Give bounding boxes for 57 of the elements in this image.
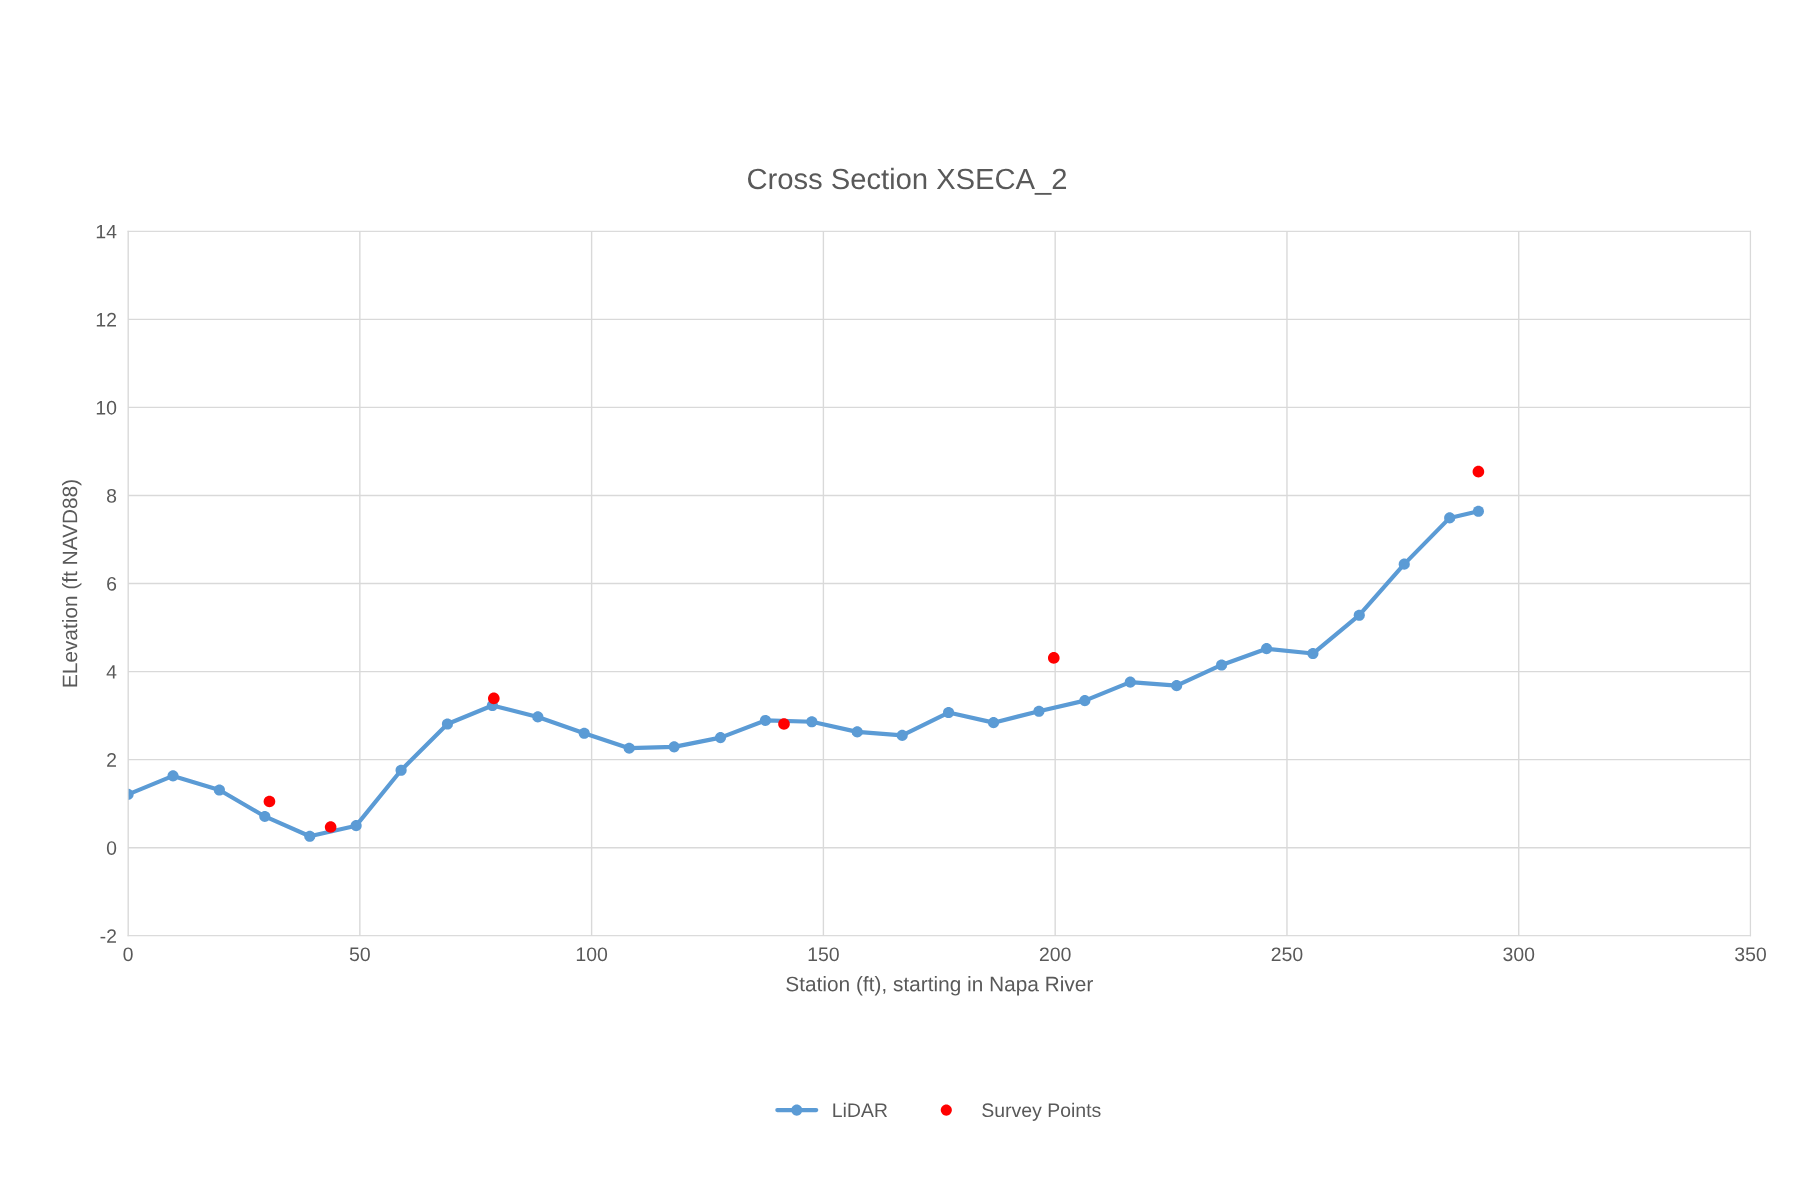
point (987, 717, 1000, 729)
point (488, 692, 500, 705)
point (1216, 659, 1228, 671)
y-axis-title: ELevation (ft NAVD88) (62, 480, 82, 687)
x-tick-label: 0 (123, 947, 133, 962)
point (759, 714, 772, 726)
point (851, 726, 863, 738)
point (395, 764, 407, 776)
point (532, 711, 544, 723)
x-axis-title: Station (ft), starting in Napa River (786, 976, 1093, 996)
point (623, 742, 635, 754)
point (1307, 647, 1319, 660)
point (304, 830, 316, 842)
point (896, 729, 908, 741)
x-tick-label: 50 (349, 947, 370, 962)
y-tick-label: 0 (106, 841, 117, 855)
y-tick-label: -2 (100, 929, 116, 943)
point (441, 718, 454, 730)
point (1444, 512, 1456, 524)
point (213, 784, 225, 796)
x-tick-label: 200 (1039, 947, 1071, 962)
point (1261, 643, 1273, 655)
legend-label: LiDAR (833, 1102, 888, 1117)
point (578, 727, 590, 739)
point (259, 810, 271, 822)
y-tick-label: 8 (106, 488, 117, 503)
point (1047, 652, 1060, 664)
point (943, 706, 955, 719)
y-tick-label: 12 (96, 312, 116, 327)
point (806, 716, 818, 728)
x-tick-label: 350 (1735, 947, 1766, 962)
point (324, 821, 337, 833)
y-tick-label: 4 (106, 665, 117, 679)
point (1353, 609, 1365, 621)
y-tick-label: 10 (96, 400, 117, 415)
x-tick-label: 150 (808, 947, 839, 962)
y-tick-label: 14 (96, 224, 117, 239)
point (1124, 676, 1136, 688)
point (1171, 680, 1183, 692)
point (1079, 695, 1091, 707)
y-tick-label: 6 (107, 576, 117, 591)
point (350, 820, 362, 832)
point (1398, 558, 1410, 570)
x-tick-label: 300 (1503, 947, 1535, 962)
point (668, 741, 680, 753)
x-tick-label: 100 (576, 947, 608, 962)
point (1472, 505, 1484, 517)
x-tick-label: 250 (1271, 947, 1303, 962)
point (778, 718, 790, 730)
point (714, 732, 727, 744)
point (1472, 465, 1485, 478)
point (167, 770, 179, 782)
point (263, 795, 276, 808)
chart-title: Cross Section XSECA_2 (748, 167, 1067, 195)
legend-label: Survey Points (982, 1102, 1101, 1121)
point (1033, 705, 1045, 717)
y-tick-label: 2 (107, 753, 116, 767)
